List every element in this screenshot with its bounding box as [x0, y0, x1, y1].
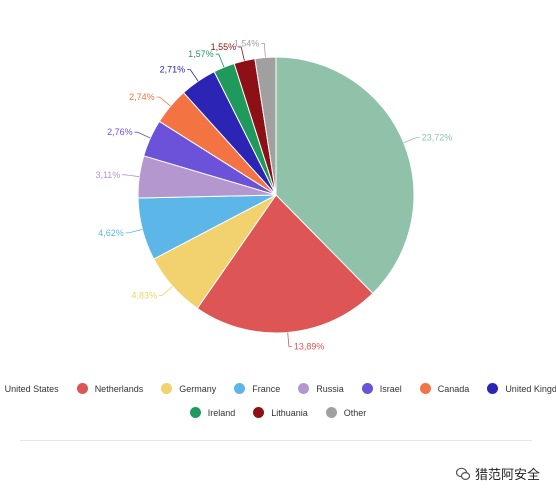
legend-item-united-kingdom[interactable]: United Kingdom [487, 383, 556, 394]
legend-label: United States [4, 383, 59, 394]
slice-label-other: 1,54% [234, 38, 260, 48]
legend-swatch [161, 383, 173, 394]
legend-item-other[interactable]: Other [325, 407, 367, 418]
legend-label: Russia [316, 383, 344, 394]
wechat-icon [455, 467, 470, 480]
leader-france [125, 229, 143, 234]
slice-label-germany: 4,83% [131, 291, 157, 301]
watermark: 猎范阿安全 [455, 464, 540, 483]
leader-israel [134, 131, 151, 139]
divider [20, 440, 532, 441]
slice-label-ireland: 1,57% [188, 49, 214, 59]
slice-label-russia: 3,11% [95, 170, 120, 180]
slice-label-united-states: 23,72% [422, 132, 453, 142]
leader-russia [122, 174, 140, 178]
slice-label-united-kingdom: 2,71% [160, 65, 186, 75]
legend-swatch [298, 383, 310, 394]
slice-label-canada: 2,74% [129, 92, 155, 102]
legend-item-ireland[interactable]: Ireland [189, 407, 236, 418]
legend-label: Ireland [207, 407, 236, 418]
legend-swatch [76, 383, 88, 394]
legend-label: Israel [379, 383, 402, 394]
leader-lithuania [238, 46, 245, 61]
legend-label: Other [343, 407, 367, 418]
legend-item-germany[interactable]: Germany [161, 383, 216, 394]
legend-item-united-states[interactable]: United States [0, 383, 59, 394]
legend-row-1: United States Netherlands Germany France Rus… [0, 383, 556, 394]
leader-united-states [403, 136, 420, 144]
legend-item-lithuania[interactable]: Lithuania [253, 407, 308, 418]
leader-canada [156, 96, 171, 107]
legend-swatch [419, 383, 431, 394]
legend-swatch [253, 407, 265, 418]
slice-label-israel: 2,76% [107, 127, 133, 137]
leader-netherlands [287, 332, 292, 347]
legend-item-russia[interactable]: Russia [298, 383, 344, 394]
legend-label: United Kingdom [505, 383, 556, 394]
legend-label: Canada [437, 383, 470, 394]
slice-other[interactable] [254, 56, 277, 196]
slice-label-france: 4,62% [98, 228, 124, 238]
legend-item-israel[interactable]: Israel [361, 383, 402, 394]
legend-swatch [325, 407, 337, 418]
slice-label-netherlands: 13,89% [294, 341, 325, 351]
legend-item-france[interactable]: France [234, 383, 280, 394]
legend-item-canada[interactable]: Canada [419, 383, 470, 394]
pie-slices [137, 56, 415, 334]
slice-labels: 23,72% 13,89% 4,83% 4,62% 3,11% 2,76% 2,74% 2,7… [95, 38, 452, 351]
leader-other [261, 43, 266, 58]
legend-swatch [234, 383, 246, 394]
legend-swatch [487, 383, 499, 394]
legend-swatch [361, 383, 373, 394]
legend-label: France [252, 383, 281, 394]
legend-label: Netherlands [94, 383, 144, 394]
legend-label: Germany [179, 383, 217, 394]
legend-label: Lithuania [271, 407, 308, 418]
legend-item-netherlands[interactable]: Netherlands [76, 383, 144, 394]
leader-united-kingdom [187, 69, 199, 82]
slice-label-lithuania: 1,55% [211, 42, 237, 52]
watermark-text: 猎范阿安全 [474, 467, 540, 482]
legend-row-2: Ireland Lithuania Other [0, 407, 556, 418]
leader-ireland [215, 53, 225, 68]
legend-swatch [189, 407, 201, 418]
label-leader-lines [122, 43, 420, 347]
leader-germany [159, 286, 173, 297]
